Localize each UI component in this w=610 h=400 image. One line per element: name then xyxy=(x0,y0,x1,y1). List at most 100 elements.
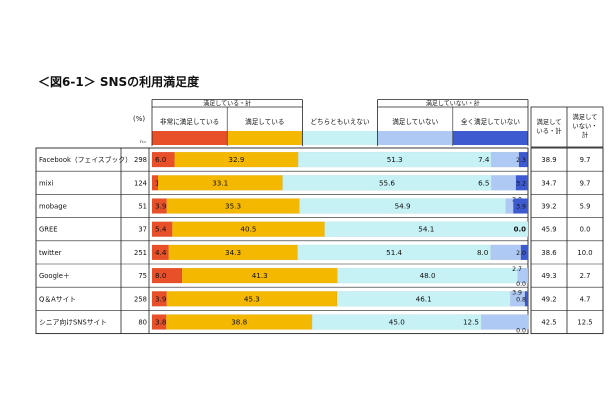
bar-segment xyxy=(481,314,529,330)
row-dis-total: 4.7 xyxy=(580,295,591,303)
value-label: 34.3 xyxy=(225,248,241,257)
total-col-1-header: いる・計 xyxy=(536,126,562,135)
row-dis-total: 12.5 xyxy=(577,319,592,327)
value-label: 3.2 xyxy=(516,180,526,187)
row-label: mobage xyxy=(39,203,67,211)
legend-label-3: どちらともいえない xyxy=(310,118,370,126)
value-label: 3.9 xyxy=(512,289,522,296)
total-col-2-header: 計 xyxy=(582,130,589,139)
value-label: 0.0 xyxy=(516,281,526,288)
row-n: 124 xyxy=(134,179,147,187)
bar-segment xyxy=(524,291,529,307)
total-col-2-header: 満足して xyxy=(573,113,598,121)
bar-segment xyxy=(515,175,529,191)
value-label: 45.0 xyxy=(389,318,405,327)
bar-segment xyxy=(513,198,529,214)
bar-segment xyxy=(181,267,338,284)
row-label: Google＋ xyxy=(39,272,70,280)
group-dissatisfied-label: 満足していない・計 xyxy=(426,100,480,108)
row-dis-total: 2.7 xyxy=(580,272,591,280)
bar-segment xyxy=(299,198,507,214)
bar-segment xyxy=(311,314,482,330)
value-label: 0.0 xyxy=(514,226,527,234)
value-label: 0.8 xyxy=(516,296,526,303)
value-label: 32.9 xyxy=(228,155,244,164)
total-col-1-header: 満足して xyxy=(537,118,562,126)
row-n: 51 xyxy=(138,203,147,211)
row-sat-total: 38.6 xyxy=(541,249,556,257)
row-n: 258 xyxy=(134,295,147,303)
row-n: 37 xyxy=(138,226,147,234)
row-dis-total: 9.7 xyxy=(580,179,591,187)
row-sat-total: 49.2 xyxy=(541,295,556,303)
value-label: 54.9 xyxy=(395,202,411,211)
value-label: 3.8 xyxy=(155,318,167,327)
row-dis-total: 10.0 xyxy=(577,249,592,257)
value-label: 8.0 xyxy=(155,271,167,280)
legend-swatch-4 xyxy=(377,131,453,145)
row-label: mixi xyxy=(39,179,54,187)
value-label: 51.4 xyxy=(386,248,402,257)
value-label: 35.3 xyxy=(225,202,241,211)
legend-label-5: 全く満足していない xyxy=(461,117,521,126)
row-dis-total: 9.7 xyxy=(580,156,591,164)
legend-swatch-2 xyxy=(227,131,303,145)
row-n: 75 xyxy=(138,272,147,280)
n-header: n= xyxy=(140,140,147,145)
bar-segment xyxy=(282,175,492,191)
row-label: シニア向けSNSサイト xyxy=(39,318,107,327)
value-label: 41.3 xyxy=(252,271,268,280)
row-label: Q＆Aサイト xyxy=(39,295,76,303)
bar-segment xyxy=(491,175,517,191)
legend-swatch-1 xyxy=(152,131,228,145)
value-label: 6.0 xyxy=(155,155,167,164)
value-label: 3.9 xyxy=(516,204,526,211)
bar-segment xyxy=(172,221,325,237)
row-n: 251 xyxy=(134,249,147,257)
value-label: 2.0 xyxy=(516,250,526,257)
row-sat-total: 49.3 xyxy=(541,272,556,280)
group-satisfied-label: 満足している・計 xyxy=(203,100,251,108)
percent-header: (%) xyxy=(133,115,145,123)
row-sat-total: 34.7 xyxy=(541,179,556,187)
value-label: 46.1 xyxy=(416,294,432,303)
value-label: 2.7 xyxy=(512,266,522,273)
row-sat-total: 45.9 xyxy=(541,226,556,234)
row-label: Facebook（フェイスブック） xyxy=(39,155,132,164)
bar-segment xyxy=(324,221,529,237)
total-col-2-header: いない・ xyxy=(572,122,597,130)
row-dis-total: 0.0 xyxy=(580,226,591,234)
legend-swatch-3 xyxy=(302,131,378,145)
value-label: 40.5 xyxy=(240,225,256,234)
chart-title: ＜図6-1＞ SNSの利用満足度 xyxy=(38,75,200,89)
value-label: 45.3 xyxy=(244,294,260,303)
value-label: 3.9 xyxy=(155,294,167,303)
value-label: 38.8 xyxy=(231,318,247,327)
row-label: twitter xyxy=(39,249,62,257)
bar-segment xyxy=(517,267,529,284)
row-label: GREE xyxy=(39,226,58,234)
value-label: 4.4 xyxy=(155,248,167,257)
value-label: 12.5 xyxy=(463,318,479,327)
value-label: 55.6 xyxy=(379,178,395,187)
bar-segment xyxy=(490,151,520,168)
legend-label-1: 非常に満足している xyxy=(160,117,219,126)
row-sat-total: 38.9 xyxy=(541,156,556,164)
value-label: 51.3 xyxy=(387,155,403,164)
value-label: 33.1 xyxy=(212,178,228,187)
row-sat-total: 42.5 xyxy=(541,319,556,327)
value-label: 48.0 xyxy=(420,271,436,280)
bar-segment xyxy=(520,244,529,261)
value-label: 54.1 xyxy=(418,225,434,234)
value-label: 3.9 xyxy=(155,202,167,211)
value-label: 6.5 xyxy=(478,178,489,187)
bar-segment xyxy=(518,151,528,168)
value-label: 5.4 xyxy=(155,225,167,234)
row-dis-total: 5.9 xyxy=(580,203,591,211)
legend-label-4: 満足していない xyxy=(392,118,438,126)
value-label: 8.0 xyxy=(477,248,489,257)
row-sat-total: 39.2 xyxy=(541,203,556,211)
value-label: 7.4 xyxy=(478,155,490,164)
legend-label-2: 満足している xyxy=(245,118,284,126)
